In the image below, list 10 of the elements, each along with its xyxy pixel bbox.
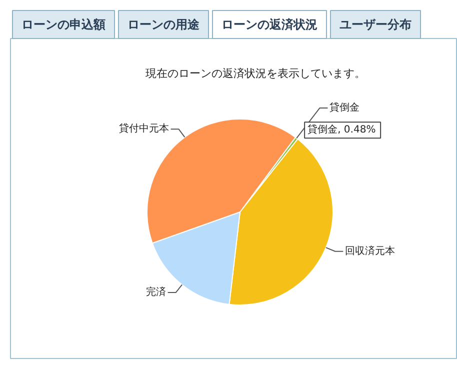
slice-label: 貸付中元本 xyxy=(118,122,169,135)
text: ローンの用途 xyxy=(128,18,200,32)
slice-label: 貸倒金 xyxy=(330,102,360,114)
slice-label: 回収済元本 xyxy=(345,244,396,257)
text: ローンの返済状況 xyxy=(222,18,318,32)
text: ローンの申込額 xyxy=(22,18,106,32)
data-label: 貸倒金, 0.48% xyxy=(308,124,376,136)
chart-title: 現在のローンの返済状況を表示しています。 xyxy=(146,67,366,80)
slice-label: 完済 xyxy=(146,286,166,298)
text: ユーザー分布 xyxy=(340,18,412,32)
